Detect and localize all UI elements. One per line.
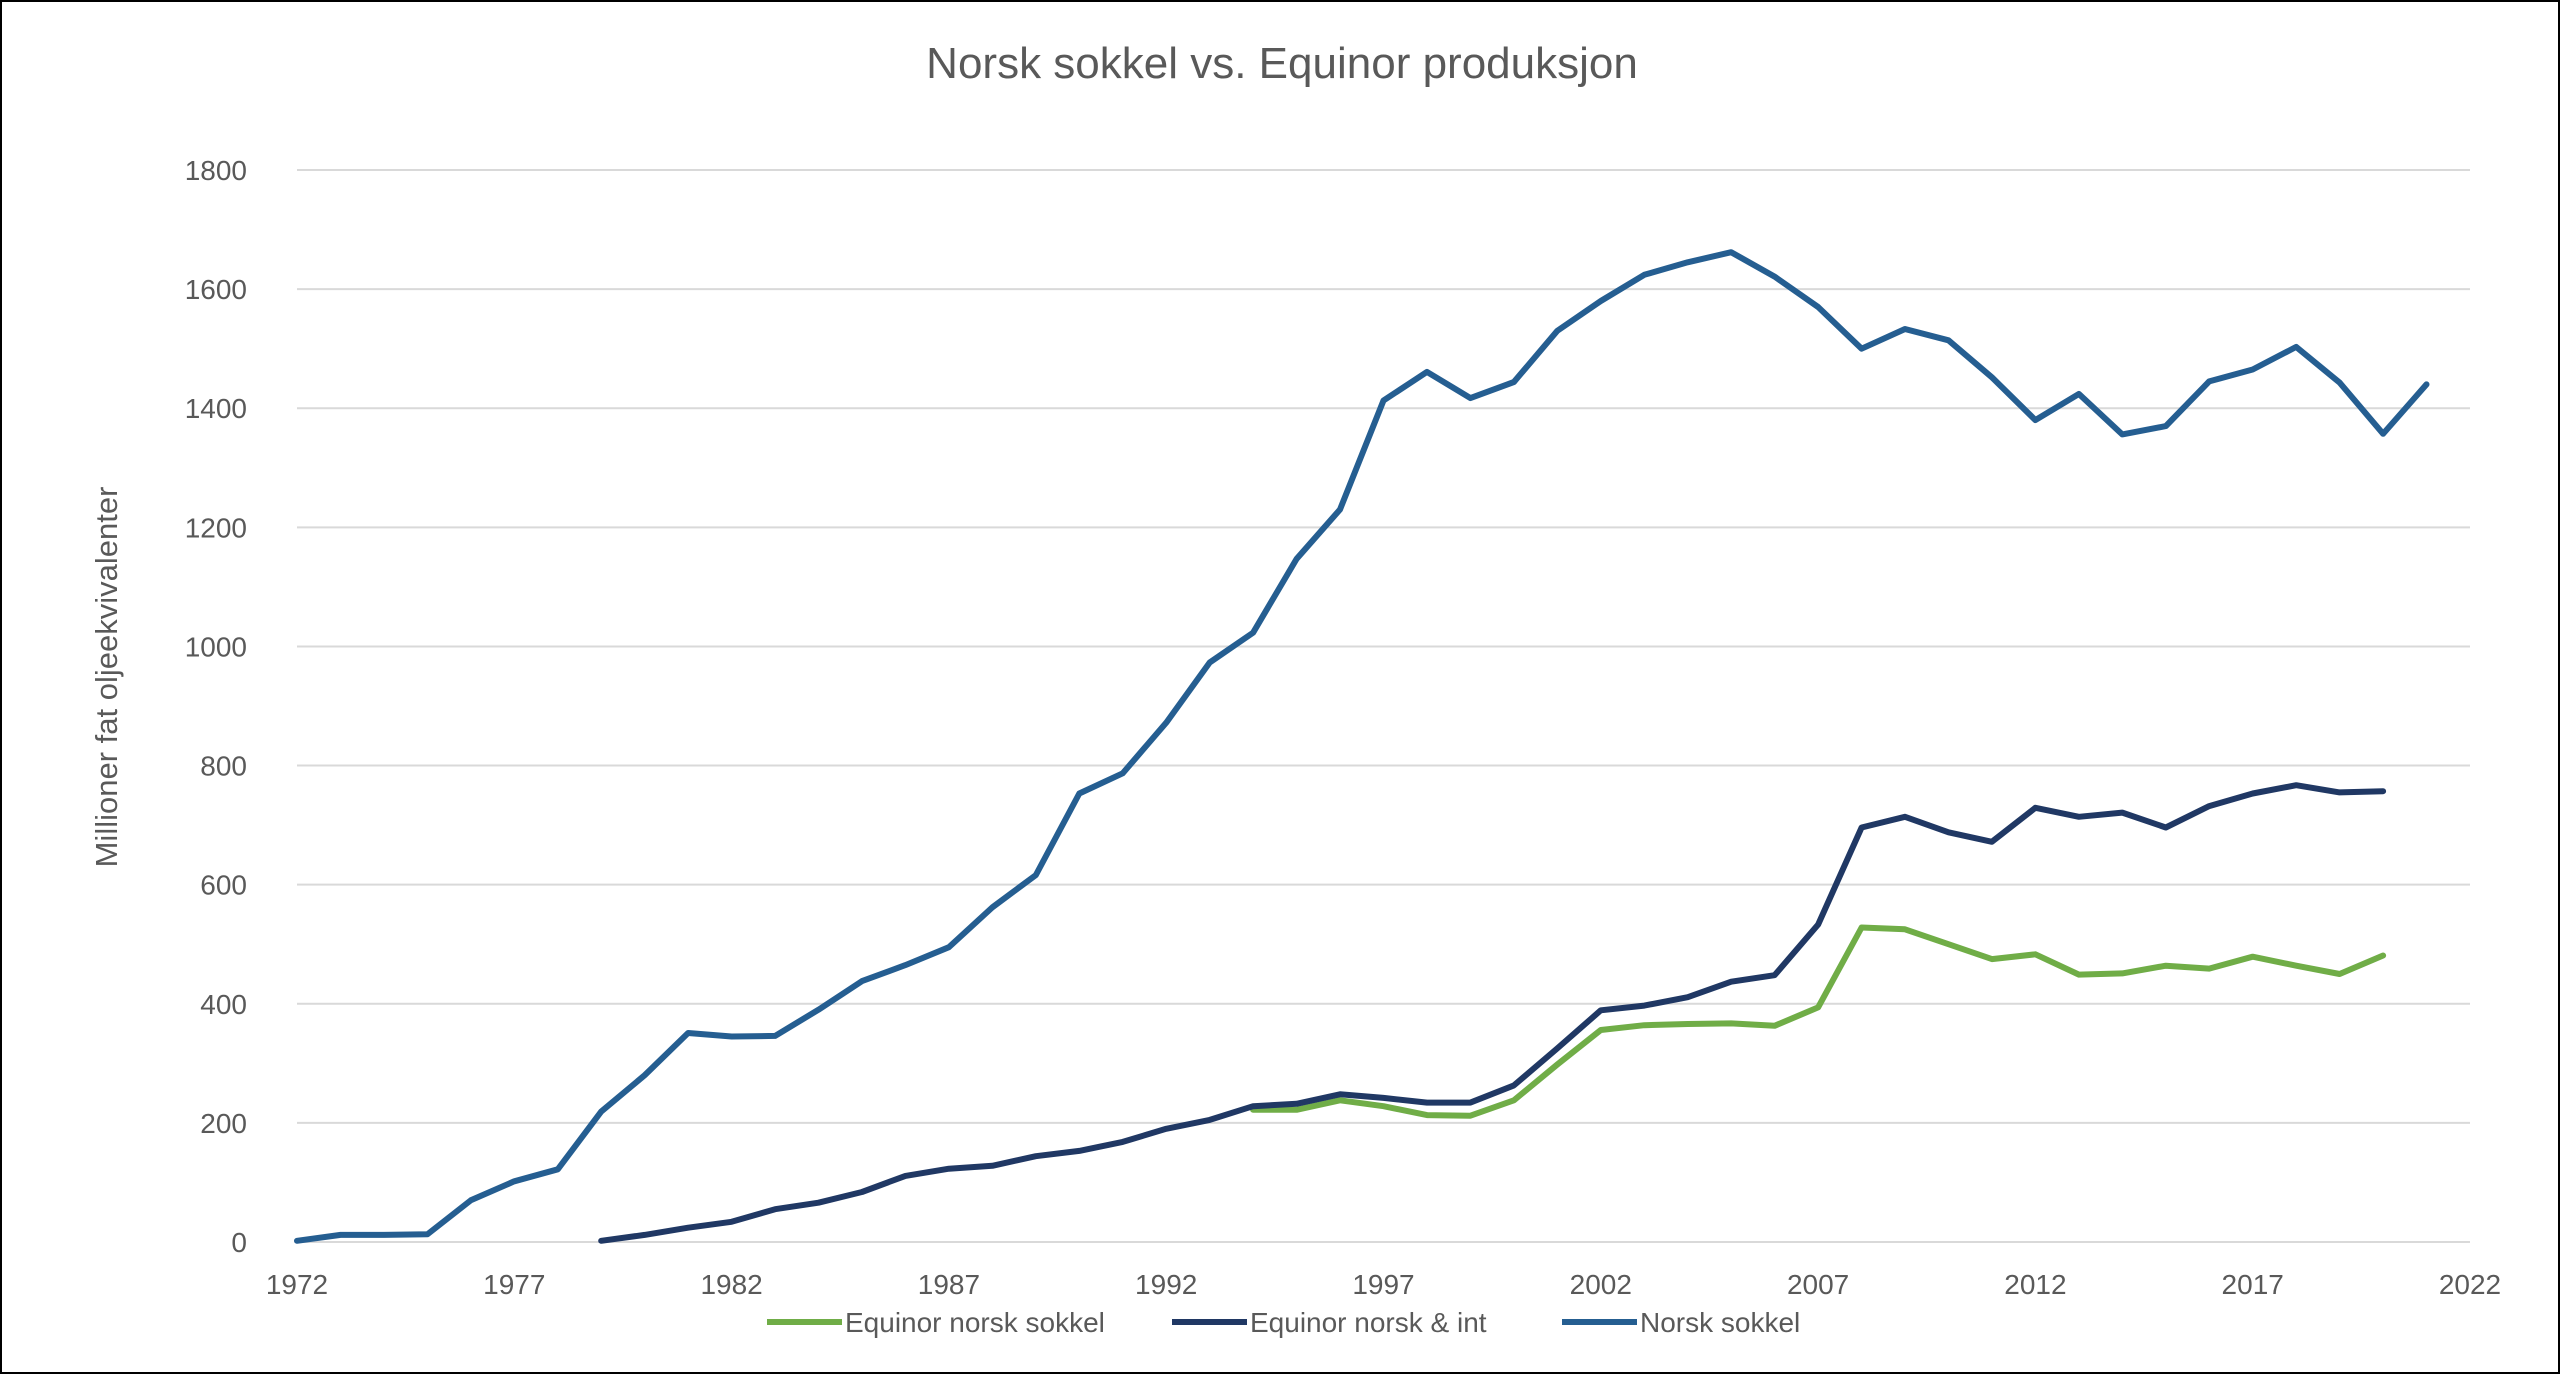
y-tick-label: 1800 (185, 155, 247, 186)
series-lines (294, 249, 2430, 1244)
legend: Equinor norsk sokkel Equinor norsk & int N… (767, 1307, 1800, 1338)
chart-title: Norsk sokkel vs. Equinor produksjon (926, 39, 1638, 88)
gridlines (297, 169, 2470, 1243)
x-tick-label: 1982 (700, 1269, 762, 1300)
y-tick-label: 200 (200, 1108, 247, 1139)
x-tick-label: 1992 (1135, 1269, 1197, 1300)
y-tick-label: 1400 (185, 393, 247, 424)
x-tick-label: 2022 (2439, 1269, 2501, 1300)
series-line-equinor-norsk-int (598, 782, 2387, 1244)
y-tick-label: 400 (200, 989, 247, 1020)
series-line-norsk-sokkel (294, 249, 2430, 1244)
legend-label: Equinor norsk sokkel (845, 1307, 1105, 1338)
y-tick-label: 0 (231, 1227, 247, 1258)
x-tick-label: 1987 (918, 1269, 980, 1300)
y-tick-labels: 0 200 400 600 800 1000 1200 1400 1600 1800 (185, 155, 247, 1258)
x-tick-labels: 1972 1977 1982 1987 1992 1997 2002 2007 2012 2017… (266, 1269, 2501, 1300)
x-tick-label: 2017 (2222, 1269, 2284, 1300)
y-tick-label: 800 (200, 751, 247, 782)
x-tick-label: 2007 (1787, 1269, 1849, 1300)
x-tick-label: 2002 (1570, 1269, 1632, 1300)
y-tick-label: 600 (200, 870, 247, 901)
x-tick-label: 1977 (483, 1269, 545, 1300)
y-axis-title: Millioner fat oljeekvivalenter (89, 487, 124, 868)
x-tick-label: 1972 (266, 1269, 328, 1300)
x-tick-label: 2012 (2004, 1269, 2066, 1300)
legend-label: Norsk sokkel (1640, 1307, 1800, 1338)
legend-label: Equinor norsk & int (1250, 1307, 1487, 1338)
y-tick-label: 1200 (185, 512, 247, 543)
x-tick-label: 1997 (1352, 1269, 1414, 1300)
series-line-equinor-norsk-sokkel (1250, 924, 2387, 1119)
y-tick-label: 1000 (185, 631, 247, 662)
y-tick-label: 1600 (185, 274, 247, 305)
